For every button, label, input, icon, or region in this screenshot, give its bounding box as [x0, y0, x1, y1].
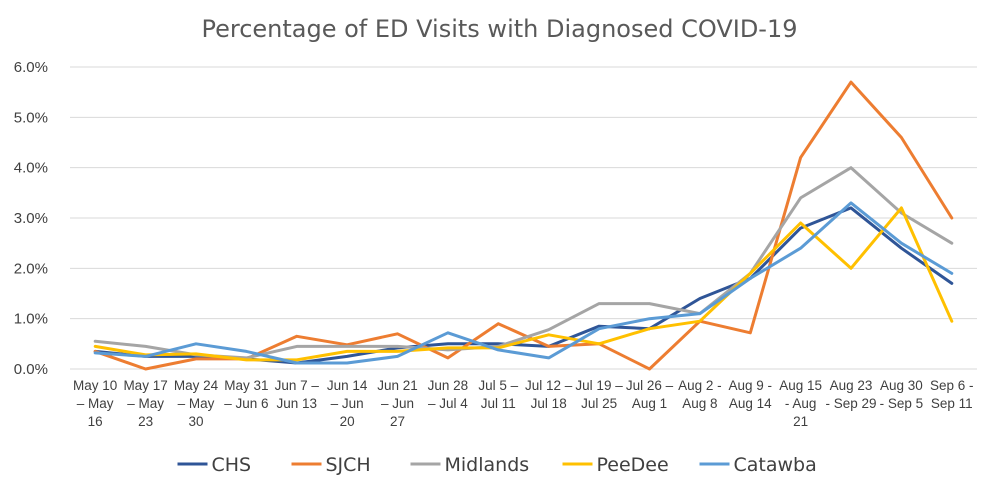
gridlines — [70, 66, 977, 370]
x-tick-label: Jul 5 – Jul 11 — [478, 378, 518, 411]
x-tick-label: Jun 21– Jun 27 — [377, 378, 418, 429]
y-tick-label: 4.0% — [14, 160, 48, 177]
x-tick-label: May 24– May 30 — [174, 378, 219, 429]
legend-item-midlands: Midlands — [410, 454, 530, 476]
y-tick-label: 5.0% — [14, 109, 48, 126]
legend-item-chs: CHS — [177, 454, 252, 476]
x-tick-label: Sep 6 -Sep 11 — [930, 378, 974, 411]
y-tick-label: 2.0% — [14, 260, 48, 277]
x-tick-label: Jun 14– Jun 20 — [327, 378, 368, 429]
x-tick-label: May 31– Jun 6 — [224, 378, 268, 411]
x-tick-label: Jul 12 – Jul 18 — [525, 378, 573, 411]
legend-item-peedee: PeeDee — [562, 454, 669, 476]
x-tick-label: Aug 23- Sep 29 — [826, 378, 877, 411]
x-tick-label: Aug 30- Sep 5 — [880, 378, 924, 411]
x-tick-label: May 10– May 16 — [73, 378, 117, 429]
x-tick-label: Aug 2 -Aug 8 — [678, 378, 722, 411]
y-tick-label: 1.0% — [14, 311, 48, 328]
x-tick-label: Jun 7 – Jun 13 — [275, 378, 320, 411]
legend-label: Catawba — [734, 454, 817, 476]
chart-title: Percentage of ED Visits with Diagnosed C… — [201, 15, 797, 43]
x-tick-label: May 17– May 23 — [123, 378, 167, 429]
y-tick-label: 0.0% — [14, 361, 48, 378]
x-tick-label: Jul 19 – Jul 25 — [575, 378, 623, 411]
series-lines — [93, 80, 954, 371]
series-line-sjch — [93, 80, 954, 371]
series-line-peedee — [93, 206, 954, 362]
series-line-midlands — [93, 166, 954, 360]
legend-item-sjch: SJCH — [291, 454, 371, 476]
legend-label: SJCH — [326, 454, 371, 476]
x-tick-label: Aug 15- Aug 21 — [779, 378, 822, 429]
x-tick-label: Jul 26 – Aug 1 — [626, 378, 674, 411]
series-line-catawba — [93, 201, 954, 365]
y-tick-label: 3.0% — [14, 210, 48, 227]
legend-label: PeeDee — [597, 454, 669, 476]
y-tick-label: 6.0% — [14, 59, 48, 76]
legend-label: CHS — [212, 454, 252, 476]
legend-item-catawba: Catawba — [699, 454, 817, 476]
y-axis-ticks: 0.0% 1.0% 2.0% 3.0% 4.0% 5.0% 6.0% — [14, 59, 48, 378]
series-line-chs — [93, 206, 954, 365]
x-tick-label: Aug 9 -Aug 14 — [728, 378, 772, 411]
legend-label: Midlands — [445, 454, 530, 476]
x-tick-label: Jun 28– Jul 4 — [428, 378, 469, 411]
legend: CHS SJCH Midlands PeeDee Catawba — [177, 454, 817, 476]
